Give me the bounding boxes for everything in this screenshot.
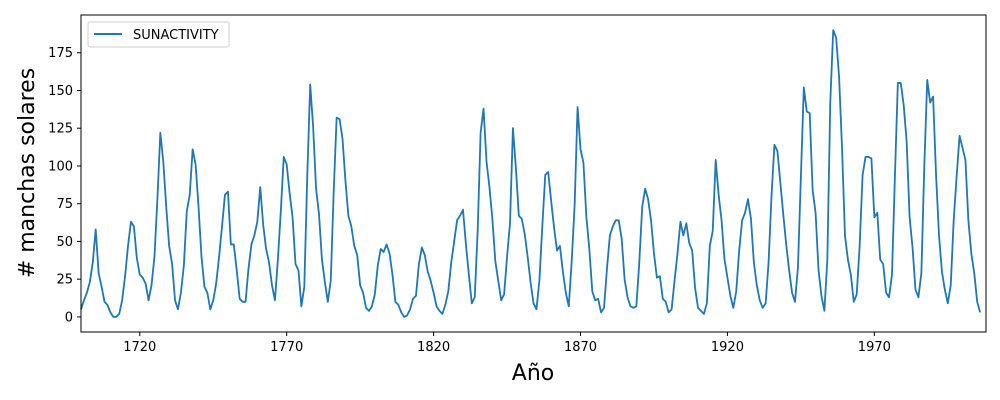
- x-tick-label: 1770: [270, 340, 303, 355]
- y-tick-label: 25: [56, 273, 73, 288]
- y-tick-label: 0: [65, 310, 73, 325]
- x-axis-label: Año: [512, 361, 554, 386]
- y-axis: 0 25 50 75 100 125 150 175: [48, 46, 81, 325]
- x-tick-label: 1970: [858, 340, 891, 355]
- y-tick-label: 125: [48, 122, 73, 137]
- y-tick-label: 50: [56, 235, 73, 250]
- y-tick-label: 75: [56, 197, 73, 212]
- legend-label: SUNACTIVITY: [133, 28, 219, 43]
- x-tick-label: 1820: [417, 340, 450, 355]
- x-tick-label: 1720: [123, 340, 156, 355]
- legend: SUNACTIVITY: [87, 21, 230, 48]
- x-axis: 1720 1770 1820 1870 1920 1970: [123, 332, 891, 355]
- series-line-sunactivity: [80, 29, 981, 318]
- legend-box: [87, 21, 230, 48]
- y-tick-label: 100: [48, 159, 73, 174]
- plot-area: [80, 29, 981, 318]
- y-axis-label: # manchas solares: [15, 68, 40, 278]
- y-tick-label: 175: [48, 46, 73, 61]
- x-tick-label: 1870: [564, 340, 597, 355]
- y-tick-label: 150: [48, 84, 73, 99]
- plot-frame: [80, 14, 987, 333]
- x-tick-label: 1920: [711, 340, 744, 355]
